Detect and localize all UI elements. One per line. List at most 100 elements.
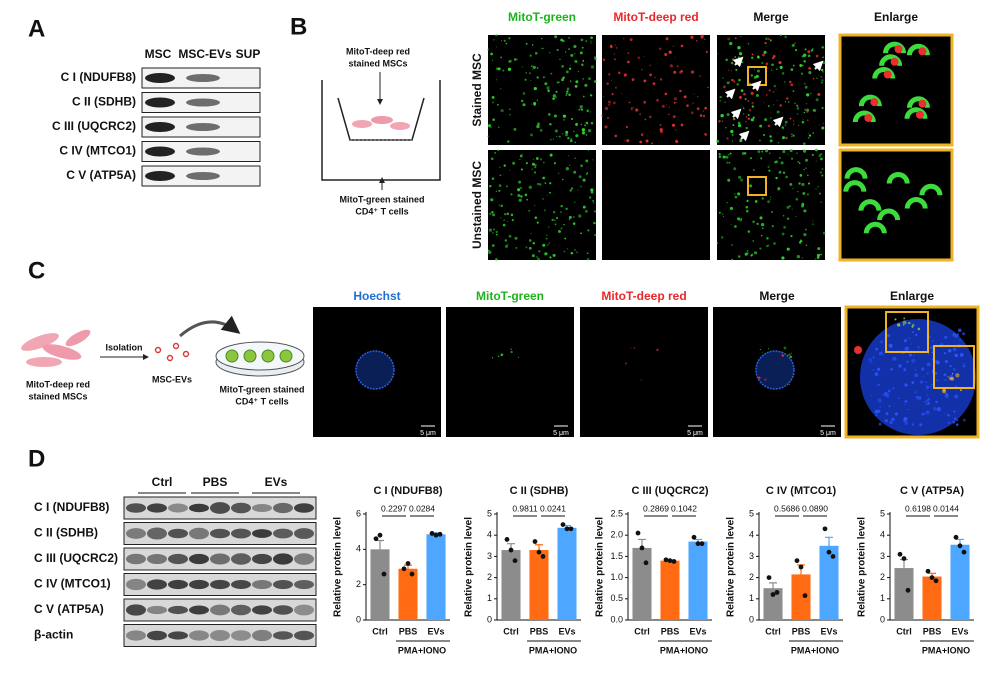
- blot-band: [145, 122, 175, 132]
- fluorescence-speck: [882, 393, 885, 396]
- nucleus: [755, 350, 795, 390]
- fluorescence-speck: [959, 352, 964, 357]
- x-tick-label: Ctrl: [634, 626, 650, 636]
- fluorescence-speck: [534, 216, 538, 219]
- fluorescence-speck: [504, 239, 507, 242]
- fluorescence-speck: [726, 113, 730, 116]
- fluorescence-speck: [534, 51, 538, 55]
- fluorescence-speck: [823, 127, 825, 129]
- fluorescence-speck: [726, 161, 729, 164]
- fluorescence-speck: [727, 37, 731, 41]
- fluorescence-speck: [907, 408, 909, 411]
- fluorescence-speck: [607, 100, 611, 104]
- fluorescence-speck: [581, 128, 586, 132]
- data-point: [933, 578, 939, 584]
- fluorescence-speck: [501, 40, 503, 42]
- fluorescence-speck: [549, 256, 552, 259]
- fluorescence-speck: [773, 242, 776, 245]
- pointer-arrow: [772, 116, 784, 128]
- fluorescence-speck: [926, 362, 931, 367]
- fluorescence-speck: [513, 127, 517, 131]
- fluorescence-speck: [627, 60, 630, 64]
- blot-band: [145, 146, 175, 157]
- fluorescence-speck: [956, 419, 959, 422]
- p-value: 0.0241: [540, 503, 566, 513]
- fluorescence-speck: [806, 93, 810, 97]
- fluorescence-speck: [821, 174, 824, 177]
- data-point: [830, 554, 836, 559]
- fluorescence-speck: [580, 185, 582, 188]
- bar: [660, 560, 680, 620]
- fluorescence-speck: [723, 215, 725, 217]
- fluorescence-speck: [756, 69, 760, 73]
- y-tick-label: 0: [487, 614, 492, 624]
- blot-band: [252, 579, 272, 590]
- fluorescence-speck: [560, 204, 563, 208]
- fluorescence-speck: [789, 182, 793, 186]
- fluorescence-speck: [932, 339, 934, 342]
- fluorescence-speck: [786, 217, 790, 220]
- fluorescence-speck: [745, 254, 747, 256]
- fluorescence-speck: [764, 42, 767, 45]
- fluorescence-speck: [572, 222, 576, 225]
- fluorescence-speck: [872, 356, 875, 359]
- fluorescence-speck: [558, 135, 561, 138]
- column-header: SUP: [236, 47, 261, 61]
- fluorescence-speck: [495, 79, 498, 81]
- data-point: [822, 526, 828, 532]
- row-label: C V (ATP5A): [34, 602, 104, 616]
- fluorescence-speck: [932, 406, 937, 411]
- fluorescence-speck: [800, 204, 805, 208]
- x-tick-label: Ctrl: [765, 626, 781, 636]
- fluorescence-speck: [547, 244, 549, 246]
- fluorescence-speck: [798, 241, 802, 244]
- fluorescence-speck: [738, 52, 743, 56]
- p-value: 0.5686: [774, 503, 800, 513]
- fluorescence-speck: [790, 352, 792, 355]
- fluorescence-speck: [488, 250, 492, 254]
- fluorescence-speck: [493, 39, 495, 41]
- row-label: β-actin: [34, 628, 73, 642]
- fluorescence-speck: [908, 337, 911, 339]
- fluorescence-speck: [574, 53, 576, 55]
- fluorescence-speck: [805, 61, 806, 63]
- data-point: [905, 587, 911, 593]
- fluorescence-speck: [750, 118, 754, 122]
- fluorescence-speck: [659, 128, 663, 132]
- fluorescence-speck: [586, 173, 588, 175]
- fluorescence-speck: [511, 218, 514, 222]
- fluorescence-speck: [632, 107, 635, 109]
- column-header: Enlarge: [874, 10, 918, 24]
- fluorescence-speck: [718, 153, 721, 156]
- fluorescence-speck: [529, 54, 532, 57]
- fluorescence-speck: [955, 373, 960, 378]
- fluorescence-speck: [748, 108, 752, 112]
- y-tick-label: 5: [749, 508, 754, 518]
- fluorescence-speck: [567, 155, 569, 157]
- fluorescence-speck: [815, 148, 818, 152]
- blot-band: [126, 503, 146, 513]
- fluorescence-speck: [570, 187, 574, 190]
- fluorescence-speck: [565, 167, 569, 171]
- fluorescence-speck: [651, 142, 654, 145]
- fluorescence-speck: [791, 208, 793, 210]
- fluorescence-speck: [807, 174, 809, 177]
- fluorescence-speck: [525, 72, 527, 74]
- group-label: PMA+IONO: [791, 645, 839, 655]
- fluorescence-speck: [679, 89, 682, 93]
- fluorescence-speck: [805, 244, 808, 247]
- fluorescence-speck: [560, 211, 562, 214]
- fluorescence-speck: [915, 333, 918, 336]
- data-point: [897, 551, 903, 557]
- fluorescence-speck: [593, 210, 597, 213]
- blot-band: [189, 630, 209, 641]
- column-header: Merge: [759, 289, 795, 303]
- fluorescence-speck: [690, 35, 694, 39]
- data-point: [635, 530, 641, 536]
- micrograph: [602, 150, 710, 260]
- fluorescence-speck: [926, 394, 928, 396]
- fluorescence-speck: [536, 67, 539, 69]
- fluorescence-speck: [930, 385, 932, 388]
- fluorescence-speck: [820, 153, 822, 155]
- fluorescence-speck: [577, 70, 580, 73]
